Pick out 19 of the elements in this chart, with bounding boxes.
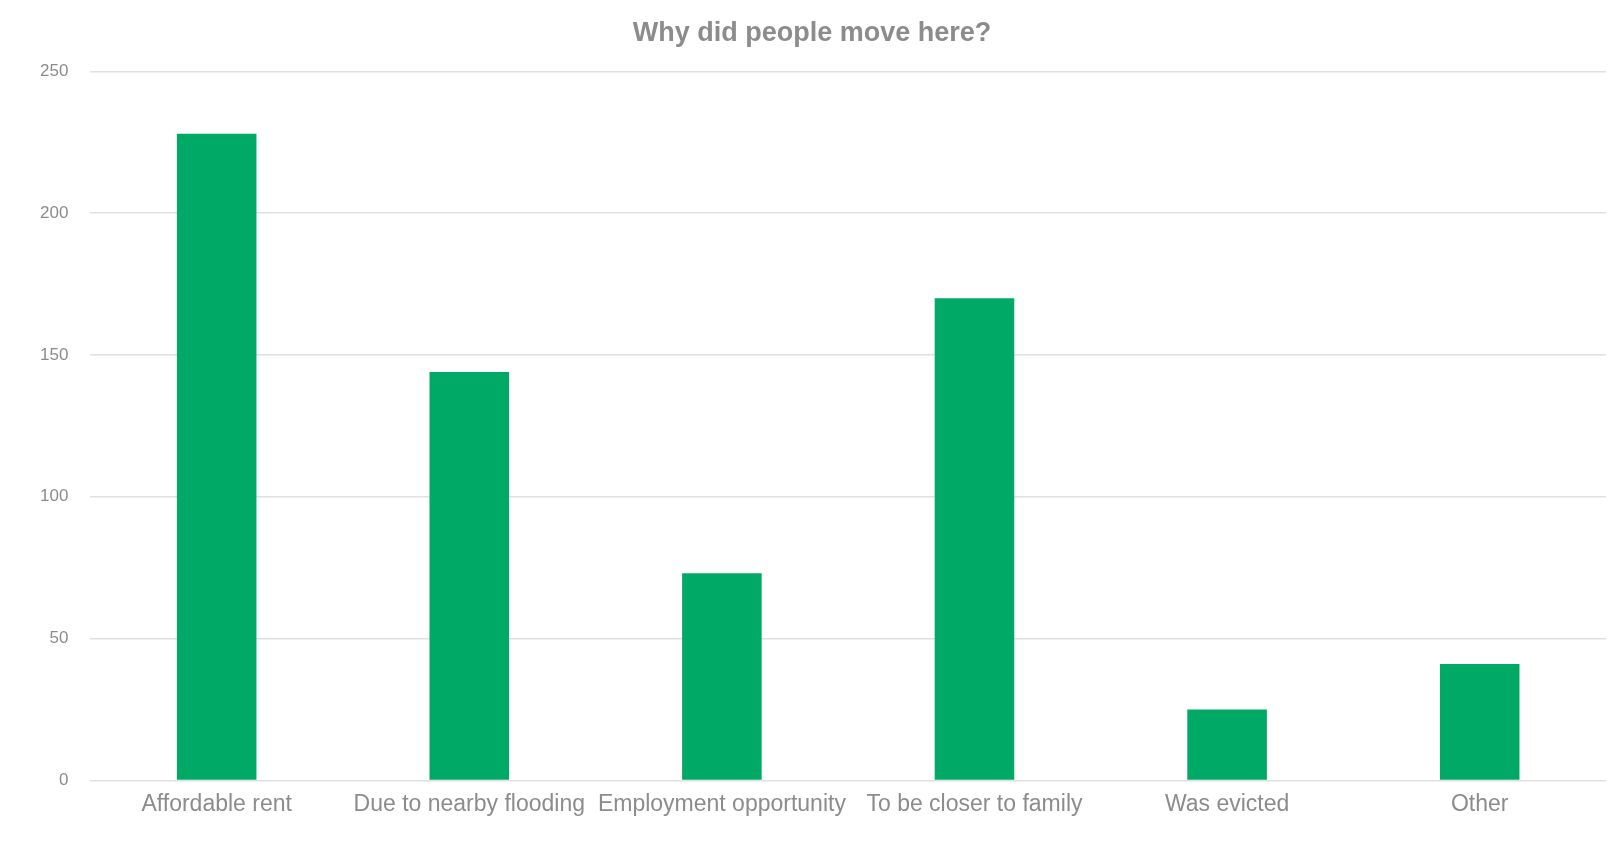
- chart-title: Why did people move here?: [632, 16, 992, 47]
- y-tick-label: 250: [39, 61, 69, 81]
- bar: [176, 133, 257, 780]
- bar: [682, 573, 762, 780]
- x-tick-label: Due to nearby flooding: [353, 789, 585, 816]
- y-tick-label: 50: [49, 628, 69, 648]
- y-tick-label: 0: [58, 770, 69, 790]
- bar: [934, 298, 1015, 780]
- x-tick-label: Employment opportunity: [597, 789, 847, 816]
- x-tick-label: To be closer to family: [866, 789, 1083, 816]
- bar: [1187, 709, 1267, 780]
- bar: [1439, 664, 1520, 780]
- x-tick-label: Affordable rent: [141, 789, 293, 816]
- x-tick-label: Other: [1450, 789, 1509, 816]
- y-tick-label: 100: [39, 486, 69, 506]
- y-tick-label: 150: [39, 344, 69, 364]
- bar: [429, 372, 510, 780]
- y-tick-label: 200: [39, 202, 69, 222]
- x-tick-label: Was evicted: [1164, 789, 1290, 816]
